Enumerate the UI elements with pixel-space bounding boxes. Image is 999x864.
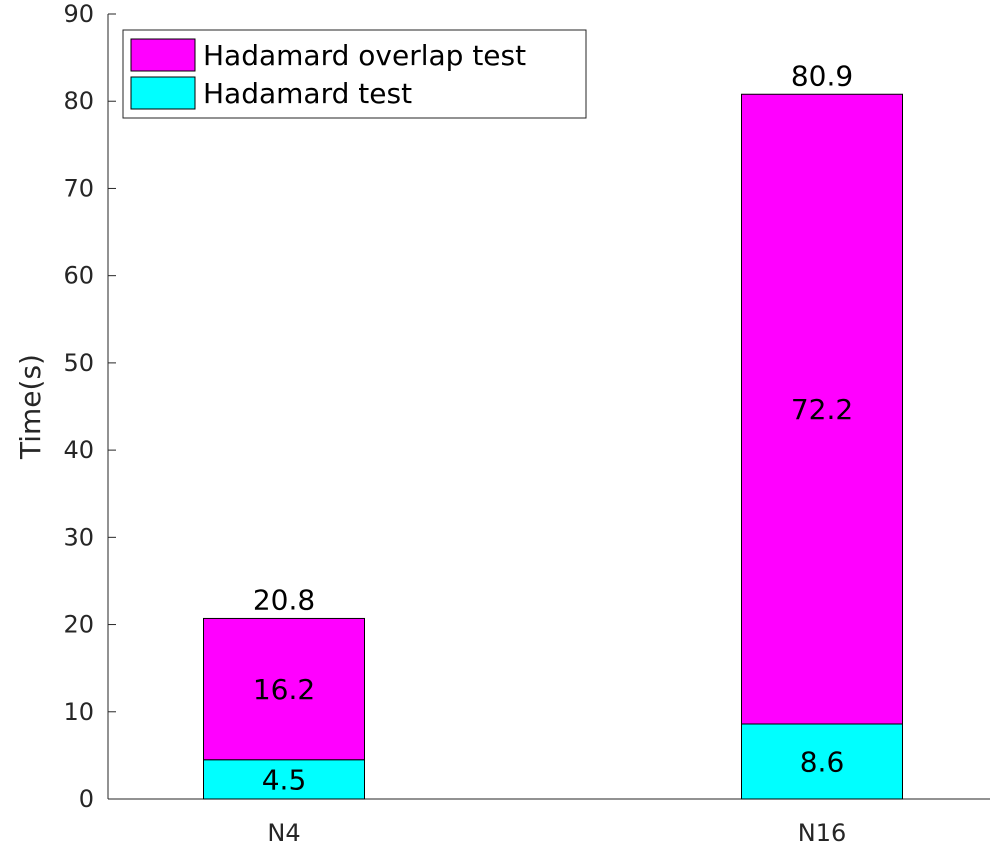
legend-box [122, 29, 587, 119]
y-axis: 0 10 20 30 40 50 60 70 80 90 [63, 0, 116, 813]
y-tick-label: 80 [63, 87, 94, 115]
y-tick-label: 30 [63, 523, 94, 551]
segment-value-label: 8.6 [800, 745, 845, 778]
y-tick-label: 0 [79, 785, 94, 813]
y-tick-label: 60 [63, 262, 94, 290]
total-value-label: 80.9 [791, 59, 853, 92]
y-tick-label: 20 [63, 611, 94, 639]
total-value-label: 20.8 [253, 584, 315, 617]
segment-value-label: 72.2 [791, 393, 853, 426]
y-tick-label: 70 [63, 174, 94, 202]
bars [203, 93, 903, 800]
legend-label: Hadamard test [203, 77, 412, 110]
legend: Hadamard overlap test Hadamard test [122, 29, 587, 119]
bar-segment [203, 617, 365, 761]
y-tick-label: 10 [63, 698, 94, 726]
segment-value-label: 4.5 [262, 763, 307, 796]
y-axis-title: Time(s) [14, 354, 47, 460]
bar-segment [203, 759, 365, 800]
legend-swatch [130, 38, 196, 72]
bar-segment [741, 723, 903, 800]
y-tick-label: 40 [63, 436, 94, 464]
legend-swatch [130, 76, 196, 110]
y-tick-label: 90 [63, 0, 94, 28]
segment-value-label: 16.2 [253, 673, 315, 706]
y-tick-label: 50 [63, 349, 94, 377]
x-tick-label: N16 [798, 819, 847, 847]
bar-segment [741, 93, 903, 725]
data-labels: 4.5 16.2 20.8 8.6 72.2 80.9 [253, 59, 853, 796]
x-tick-label: N4 [267, 819, 300, 847]
legend-label: Hadamard overlap test [203, 39, 526, 72]
